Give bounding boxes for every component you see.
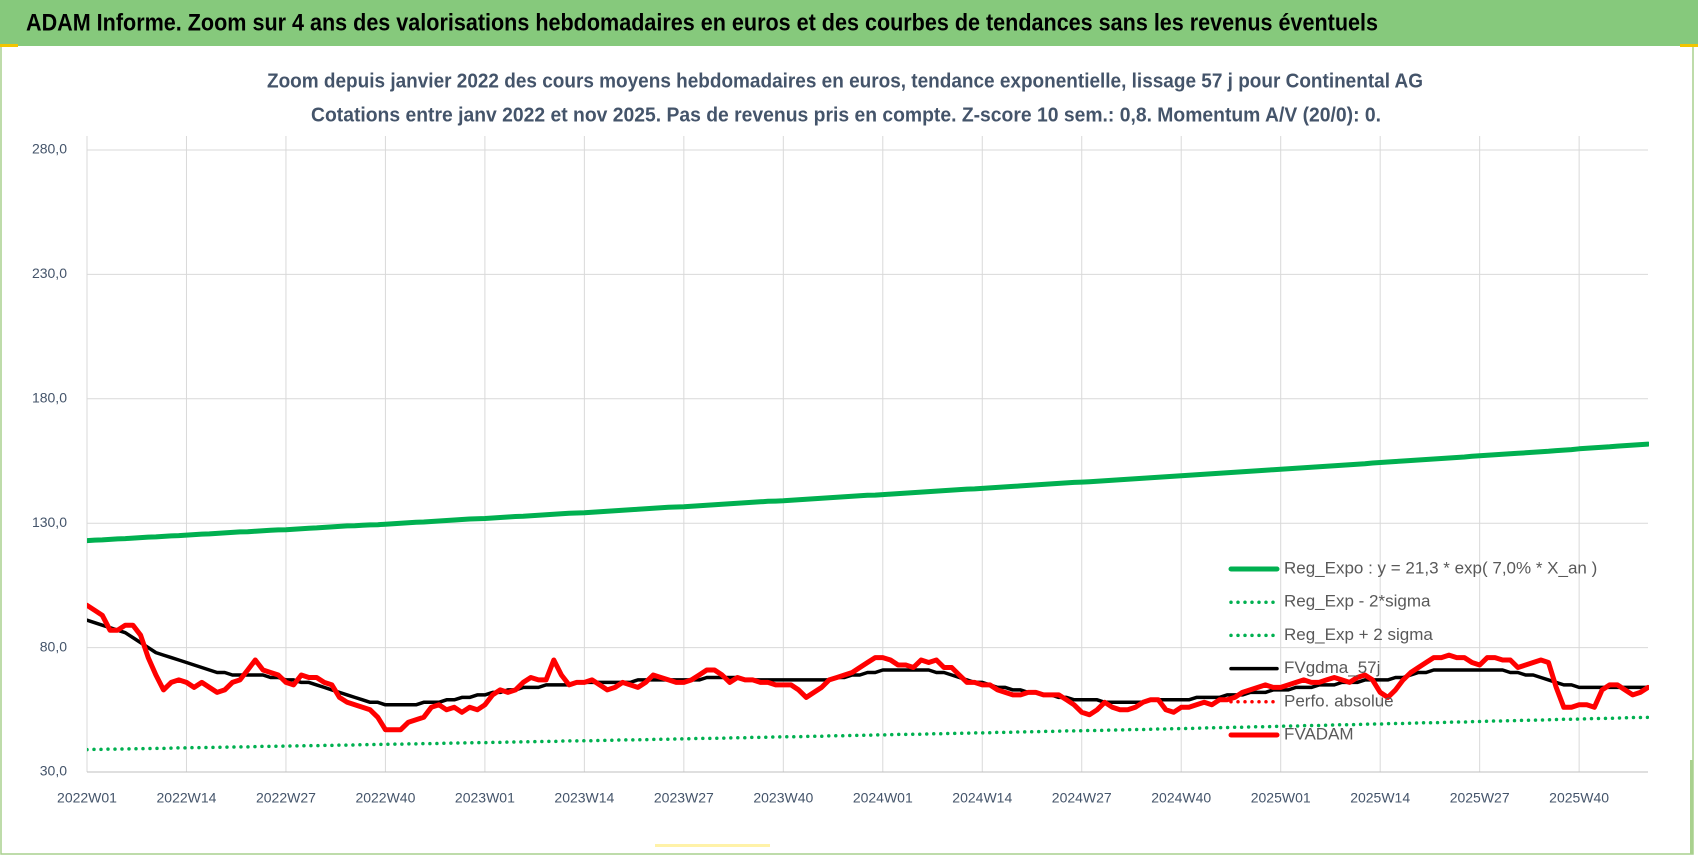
header-title: ADAM Informe. Zoom sur 4 ans des valoris… xyxy=(26,9,1378,36)
x-tick-label: 2025W14 xyxy=(1350,790,1410,806)
legend-label: Reg_Exp - 2*sigma xyxy=(1284,592,1431,611)
legend-label: Reg_Exp + 2 sigma xyxy=(1284,625,1433,644)
y-tick-label: 30,0 xyxy=(40,763,67,779)
x-tick-label: 2024W27 xyxy=(1052,790,1112,806)
legend: Reg_Expo : y = 21,3 * exp( 7,0% * X_an )… xyxy=(1228,558,1597,743)
y-tick-label: 80,0 xyxy=(40,638,67,654)
legend-label: FVADAM xyxy=(1284,724,1354,743)
x-tick-label: 2022W01 xyxy=(57,790,117,806)
x-tick-label: 2023W01 xyxy=(455,790,515,806)
legend-label: FVgdma_57j xyxy=(1284,658,1380,677)
corner-mark xyxy=(1680,44,1698,47)
x-tick-label: 2024W40 xyxy=(1151,790,1211,806)
legend-label: Perfo. absolue xyxy=(1284,691,1394,710)
y-tick-label: 280,0 xyxy=(32,141,67,157)
header-bar xyxy=(0,0,1698,46)
series-line xyxy=(87,618,1649,707)
series-line xyxy=(87,715,1649,752)
x-tick-label: 2022W14 xyxy=(157,790,217,806)
x-tick-label: 2023W40 xyxy=(753,790,813,806)
x-tick-label: 2025W27 xyxy=(1450,790,1510,806)
series-lines xyxy=(87,441,1649,752)
corner-mark xyxy=(0,44,18,47)
series-line xyxy=(87,441,1649,544)
x-tick-label: 2023W14 xyxy=(554,790,614,806)
legend-label: Reg_Expo : y = 21,3 * exp( 7,0% * X_an ) xyxy=(1284,558,1597,577)
bottom-mark xyxy=(655,844,770,847)
series-line xyxy=(87,602,1649,733)
y-tick-label: 180,0 xyxy=(32,390,67,406)
chart-title: Zoom depuis janvier 2022 des cours moyen… xyxy=(267,70,1423,92)
x-tick-label: 2022W27 xyxy=(256,790,316,806)
y-tick-label: 130,0 xyxy=(32,514,67,530)
x-tick-label: 2024W01 xyxy=(853,790,913,806)
chart-subtitle: Cotations entre janv 2022 et nov 2025. P… xyxy=(311,104,1381,126)
x-tick-label: 2025W01 xyxy=(1251,790,1311,806)
x-tick-label: 2023W27 xyxy=(654,790,714,806)
side-mark xyxy=(1690,760,1693,854)
y-tick-label: 230,0 xyxy=(32,265,67,281)
x-tick-label: 2022W40 xyxy=(355,790,415,806)
x-tick-label: 2025W40 xyxy=(1549,790,1609,806)
grid: 30,0 80,0 130,0 180,0 230,0 280,0 2022W01 2022W… xyxy=(32,136,1648,806)
x-tick-label: 2024W14 xyxy=(952,790,1012,806)
